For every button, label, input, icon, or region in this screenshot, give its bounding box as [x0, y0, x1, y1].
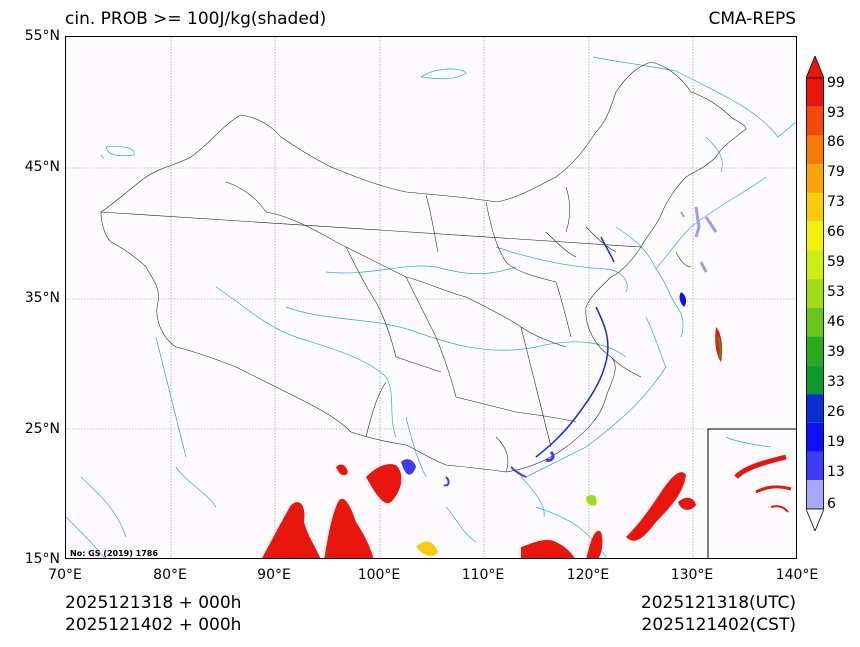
lon-label-80: 80°E [153, 567, 187, 583]
map-approval-number: No: GS (2019) 1786 [70, 549, 158, 558]
colorbar [806, 56, 824, 531]
colorbar-label-6: 6 [827, 496, 836, 512]
inset-south-china-sea [707, 428, 796, 558]
colorbar-label-99: 99 [827, 75, 845, 91]
colorbar-label-39: 39 [827, 344, 845, 360]
lon-label-70: 70°E [48, 567, 82, 583]
colorbar-over-arrow [806, 56, 824, 79]
lon-label-130: 130°E [670, 567, 714, 583]
forecast-init-utc: 2025121318 + 000h [65, 593, 242, 613]
colorbar-segment [806, 279, 824, 308]
colorbar-under-arrow [806, 508, 824, 531]
colorbar-segment [806, 106, 824, 136]
colorbar-label-79: 79 [827, 164, 845, 180]
lon-label-100: 100°E [357, 567, 401, 583]
colorbar-segment [806, 451, 824, 481]
colorbar-label-59: 59 [827, 254, 845, 270]
lat-label-45: 45°N [24, 159, 60, 175]
colorbar-segment [806, 135, 824, 165]
probability-shading [262, 206, 723, 558]
boundaries [100, 61, 747, 473]
colorbar-label-26: 26 [827, 404, 845, 420]
colorbar-label-33: 33 [827, 374, 845, 390]
colorbar-label-66: 66 [827, 224, 845, 240]
colorbar-segment [806, 307, 824, 337]
colorbar-segment [806, 78, 824, 107]
colorbar-label-53: 53 [827, 284, 845, 300]
colorbar-label-73: 73 [827, 194, 845, 210]
graticule [66, 37, 796, 558]
model-name: CMA-REPS [708, 9, 796, 29]
colorbar-segment [806, 221, 824, 251]
lon-label-120: 120°E [566, 567, 610, 583]
lon-label-90: 90°E [257, 567, 291, 583]
colorbar-segment [806, 365, 824, 395]
lon-label-110: 110°E [461, 567, 505, 583]
lat-label-25: 25°N [24, 421, 60, 437]
colorbar-segment [806, 336, 824, 366]
colorbar-segment [806, 422, 824, 452]
colorbar-segment [806, 192, 824, 222]
valid-time-utc: 2025121318(UTC) [640, 593, 796, 613]
map-title: cin. PROB >= 100J/kg(shaded) [65, 9, 327, 29]
map-canvas: No: GS (2019) 1786 [66, 37, 796, 558]
lat-label-35: 35°N [24, 290, 60, 306]
lon-label-140: 140°E [775, 567, 819, 583]
forecast-init-cst: 2025121402 + 000h [65, 615, 242, 635]
lat-label-55: 55°N [24, 28, 60, 44]
colorbar-segment [806, 480, 824, 509]
colorbar-segment [806, 164, 824, 193]
rivers-coastlines [66, 56, 796, 558]
colorbar-label-13: 13 [827, 464, 845, 480]
colorbar-label-19: 19 [827, 434, 845, 450]
colorbar-label-86: 86 [827, 134, 845, 150]
colorbar-label-93: 93 [827, 105, 845, 121]
map-plot[interactable]: No: GS (2019) 1786 [65, 36, 797, 559]
lat-label-15: 15°N [24, 551, 60, 567]
colorbar-segment [806, 394, 824, 423]
colorbar-label-46: 46 [827, 314, 845, 330]
valid-time-cst: 2025121402(CST) [641, 615, 796, 635]
colorbar-segment [806, 250, 824, 280]
